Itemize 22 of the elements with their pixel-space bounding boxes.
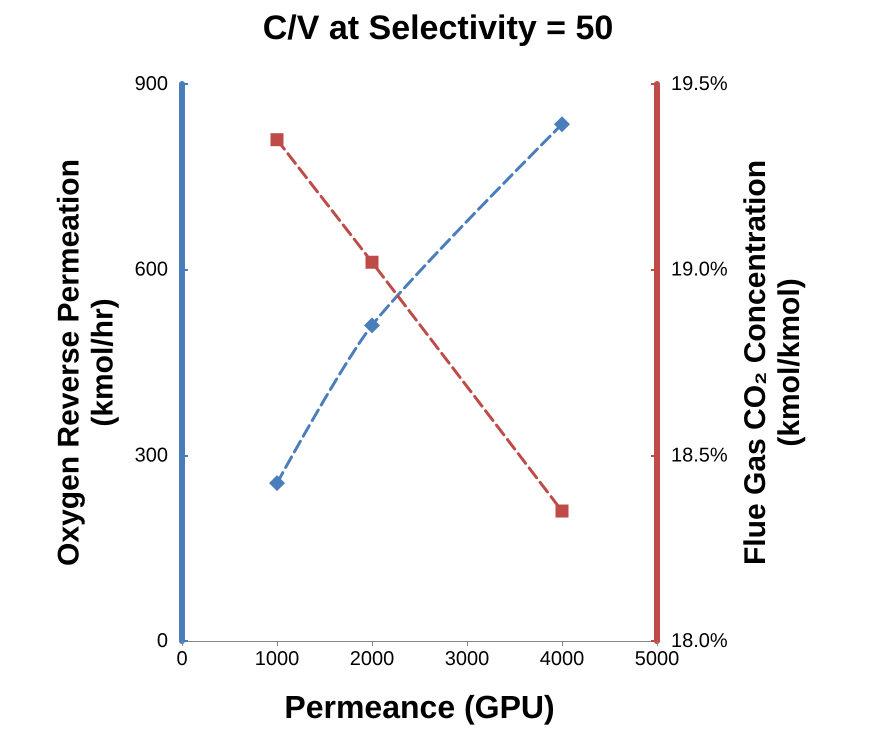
x-tick-label: 2000 — [350, 648, 394, 670]
y2-tick-label: 18.5% — [671, 444, 728, 466]
point — [366, 256, 378, 269]
x-tick-label: 1000 — [254, 648, 300, 670]
x-tick-label: 0 — [176, 648, 188, 670]
point — [270, 133, 284, 146]
y-tick-label: 600 — [134, 258, 168, 281]
y2-axis-title: Flue Gas CO₂ Concentration (kmol/kmol) — [739, 160, 806, 566]
y-tick-label: 0 — [156, 630, 168, 652]
y2-tick-label: 19.5% — [671, 73, 728, 95]
y2-tick-label: 19.0% — [671, 258, 728, 281]
point — [269, 475, 285, 492]
x-tick-label: 4000 — [540, 648, 584, 670]
y-tick-label: 300 — [134, 444, 168, 466]
x-axis-title: Permeance (GPU) — [284, 689, 555, 725]
point — [556, 504, 568, 518]
y-tick-label: 900 — [134, 73, 168, 95]
y-axis-title: Oxygen Reverse Permeation (kmol/hr) — [52, 159, 120, 566]
point — [554, 116, 570, 132]
point — [364, 317, 380, 334]
chart-title: C/V at Selectivity = 50 — [262, 9, 614, 47]
x-tick-label: 3000 — [444, 648, 490, 670]
